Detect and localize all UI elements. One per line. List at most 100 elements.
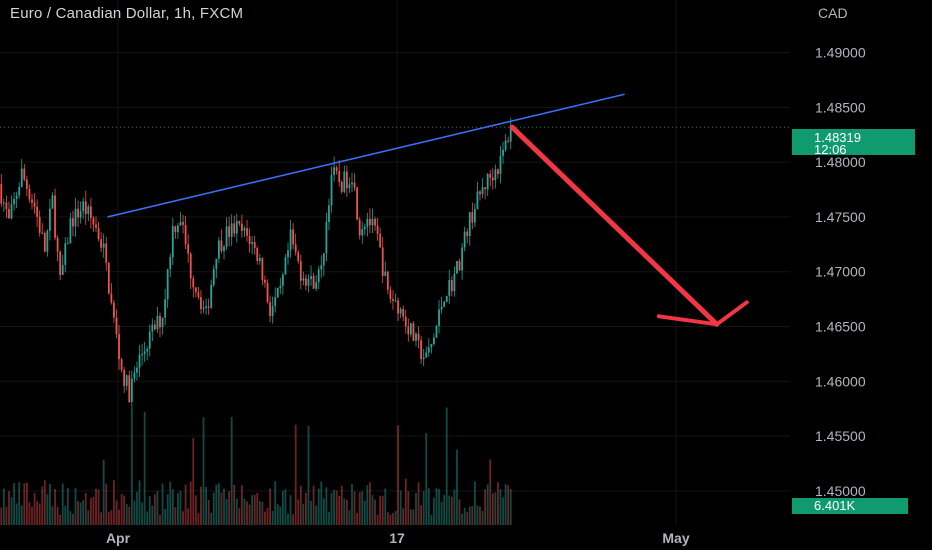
candle-body xyxy=(64,243,67,265)
volume-bar xyxy=(95,488,97,525)
candle-body xyxy=(59,251,62,275)
candle-body xyxy=(287,250,289,258)
volume-bar xyxy=(43,480,46,525)
volume-bar xyxy=(8,491,10,525)
candle-body xyxy=(491,177,494,181)
candle-body xyxy=(274,297,277,307)
candle-body xyxy=(415,333,417,341)
price-axis[interactable]: 1.49000 1.48500 1.48000 1.47500 1.47000 1.465… xyxy=(815,45,866,499)
volume-bar xyxy=(110,510,113,525)
volume-bar xyxy=(207,499,210,525)
candle-body xyxy=(192,278,195,288)
volume-bar xyxy=(445,407,448,525)
volume-bar xyxy=(187,508,190,525)
volume-bar xyxy=(486,484,489,525)
candle-body xyxy=(443,301,446,307)
volume-bar xyxy=(205,486,207,525)
candle-body xyxy=(294,244,297,253)
candle-body xyxy=(115,317,118,335)
candle-body xyxy=(374,218,376,226)
candle-body xyxy=(266,282,269,303)
candle-body xyxy=(381,247,384,276)
volume-bar xyxy=(284,489,287,525)
candle-body xyxy=(494,169,497,181)
candle-body xyxy=(312,276,315,289)
candle-body xyxy=(56,237,59,252)
volume-bar xyxy=(225,498,228,525)
volume-bar xyxy=(412,509,415,525)
candle-body xyxy=(248,235,251,244)
candle-body xyxy=(397,300,399,314)
candle-body xyxy=(143,351,146,355)
volume-bar xyxy=(363,500,366,525)
candle-body xyxy=(156,315,159,330)
candle-body xyxy=(230,223,233,237)
volume-bar xyxy=(494,492,497,525)
volume-bar xyxy=(169,481,172,525)
volume-bar xyxy=(438,489,440,525)
candle-body xyxy=(497,169,499,175)
candle-body xyxy=(38,216,41,233)
volume-bar xyxy=(458,499,461,525)
volume-bar xyxy=(89,498,92,525)
candle-body xyxy=(440,306,443,310)
candle-body xyxy=(317,269,320,283)
time-axis[interactable]: Apr 17 May xyxy=(106,530,690,546)
volume-bar xyxy=(371,495,374,525)
volume-bar xyxy=(79,502,82,525)
volume-bar xyxy=(20,505,23,525)
volume-bar xyxy=(215,484,218,525)
volume-bar xyxy=(72,513,74,525)
volume-bar xyxy=(484,489,487,525)
volume-bar xyxy=(69,511,72,525)
candle-body xyxy=(23,168,26,180)
candle-body xyxy=(223,246,225,252)
candle-body xyxy=(264,279,266,283)
candle-body xyxy=(79,211,82,218)
volume-bar xyxy=(82,500,85,525)
volume-bar xyxy=(77,501,79,525)
volume-bar xyxy=(235,498,238,525)
volume-bar xyxy=(174,507,177,525)
last-price-badge: 1.48319 12:06 xyxy=(792,129,915,156)
volume-bar xyxy=(228,491,231,525)
volume-bar xyxy=(333,489,335,525)
volume-bar xyxy=(59,514,62,525)
candle-body xyxy=(187,244,190,254)
candle-body xyxy=(389,289,392,299)
candle-body xyxy=(292,229,295,245)
candle-body xyxy=(200,297,202,309)
volume-bar xyxy=(61,483,64,525)
time-tick-label: Apr xyxy=(106,530,131,546)
volume-bar xyxy=(143,411,146,525)
candle-body xyxy=(235,221,238,234)
candle-body xyxy=(105,243,108,263)
candle-body xyxy=(241,223,243,231)
volume-bar xyxy=(164,508,167,525)
candle-body xyxy=(138,354,141,368)
candle-body xyxy=(448,280,451,296)
bearish-arrow-shaft xyxy=(509,124,720,327)
candle-body xyxy=(161,317,164,328)
volume-bar xyxy=(251,495,254,525)
candle-body xyxy=(153,324,156,330)
volume-bar xyxy=(394,510,397,525)
candle-body xyxy=(366,218,369,227)
candle-body xyxy=(238,221,241,224)
volume-bar xyxy=(210,512,213,525)
volume-bar xyxy=(307,425,310,525)
symbol-title[interactable]: Euro / Canadian Dollar, 1h, FXCM xyxy=(10,5,244,22)
volume-bar xyxy=(294,424,297,525)
volume-bar xyxy=(409,509,412,525)
candle-body xyxy=(20,168,23,187)
candle-body xyxy=(430,344,433,348)
candle-body xyxy=(77,208,79,218)
candle-body xyxy=(369,218,371,226)
candle-body xyxy=(164,299,167,318)
candle-body xyxy=(10,204,13,219)
candle-body xyxy=(379,233,382,248)
volume-bar xyxy=(443,494,446,525)
candle-body xyxy=(243,228,246,231)
candle-body xyxy=(253,242,256,248)
